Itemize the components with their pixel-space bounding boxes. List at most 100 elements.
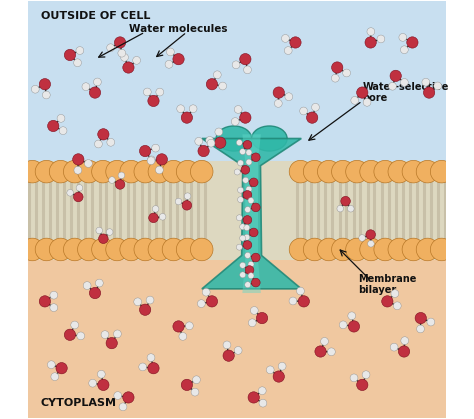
Circle shape [351, 96, 359, 104]
Circle shape [388, 160, 410, 183]
Circle shape [184, 193, 191, 199]
Circle shape [173, 321, 184, 332]
Polygon shape [202, 139, 301, 289]
Circle shape [123, 392, 134, 403]
Circle shape [347, 205, 354, 212]
Circle shape [162, 238, 185, 261]
Circle shape [318, 238, 340, 261]
Circle shape [156, 154, 167, 165]
Circle shape [106, 238, 128, 261]
Circle shape [39, 296, 51, 307]
Circle shape [328, 348, 335, 356]
Circle shape [162, 160, 185, 183]
Circle shape [377, 35, 385, 43]
Ellipse shape [216, 126, 252, 151]
Circle shape [237, 197, 244, 203]
Bar [28, 161, 446, 260]
Circle shape [341, 197, 350, 206]
Circle shape [237, 160, 244, 166]
Circle shape [139, 363, 146, 371]
Circle shape [106, 229, 113, 235]
Circle shape [362, 371, 370, 379]
Circle shape [393, 302, 401, 310]
Circle shape [95, 279, 103, 287]
Circle shape [289, 160, 312, 183]
Circle shape [21, 160, 44, 183]
Circle shape [346, 160, 368, 183]
Circle shape [206, 296, 218, 307]
Circle shape [416, 160, 439, 183]
Circle shape [31, 85, 39, 93]
Circle shape [244, 66, 251, 74]
Circle shape [241, 166, 250, 174]
Circle shape [389, 83, 396, 90]
Circle shape [195, 137, 203, 145]
Circle shape [350, 374, 358, 382]
Circle shape [64, 238, 86, 261]
Polygon shape [242, 134, 261, 293]
Circle shape [273, 87, 284, 98]
Circle shape [248, 261, 254, 267]
Circle shape [399, 34, 407, 41]
Ellipse shape [252, 126, 287, 151]
Circle shape [120, 160, 142, 183]
Circle shape [207, 139, 215, 147]
Text: Water molecules: Water molecules [129, 23, 228, 34]
Circle shape [47, 361, 55, 369]
Circle shape [215, 128, 223, 136]
Circle shape [101, 331, 109, 339]
Circle shape [246, 159, 252, 165]
Circle shape [332, 238, 354, 261]
Circle shape [300, 107, 308, 115]
Circle shape [311, 103, 319, 111]
Circle shape [181, 379, 192, 391]
Circle shape [57, 114, 65, 122]
Circle shape [240, 262, 246, 268]
Circle shape [285, 93, 293, 101]
Circle shape [56, 362, 67, 374]
Circle shape [307, 112, 318, 123]
Circle shape [237, 187, 244, 193]
Circle shape [146, 296, 154, 304]
Circle shape [246, 186, 252, 192]
Circle shape [374, 160, 396, 183]
Circle shape [73, 59, 82, 67]
Circle shape [359, 235, 365, 241]
Circle shape [427, 318, 435, 326]
Circle shape [278, 362, 286, 370]
Circle shape [147, 157, 155, 165]
Circle shape [244, 225, 250, 231]
Circle shape [390, 343, 398, 351]
Text: OUTSIDE OF CELL: OUTSIDE OF CELL [41, 11, 150, 21]
Circle shape [73, 192, 83, 202]
Circle shape [21, 238, 44, 261]
Circle shape [240, 54, 251, 65]
Circle shape [191, 238, 213, 261]
Circle shape [99, 234, 108, 243]
Circle shape [98, 129, 109, 140]
Circle shape [67, 189, 73, 196]
Circle shape [106, 160, 128, 183]
Circle shape [192, 376, 201, 384]
Circle shape [107, 44, 115, 52]
Circle shape [93, 78, 101, 86]
Circle shape [155, 166, 164, 174]
Circle shape [246, 150, 252, 155]
Circle shape [166, 48, 174, 56]
Circle shape [113, 330, 121, 338]
Circle shape [401, 337, 409, 344]
Circle shape [248, 319, 256, 327]
Circle shape [50, 291, 58, 299]
Circle shape [339, 321, 347, 329]
Circle shape [382, 296, 393, 307]
Circle shape [134, 238, 156, 261]
Circle shape [182, 201, 191, 210]
Circle shape [223, 341, 231, 349]
Circle shape [240, 149, 246, 155]
Circle shape [231, 118, 239, 125]
Circle shape [119, 403, 127, 411]
Circle shape [318, 160, 340, 183]
Circle shape [303, 160, 326, 183]
Circle shape [191, 388, 199, 396]
Circle shape [234, 169, 240, 175]
